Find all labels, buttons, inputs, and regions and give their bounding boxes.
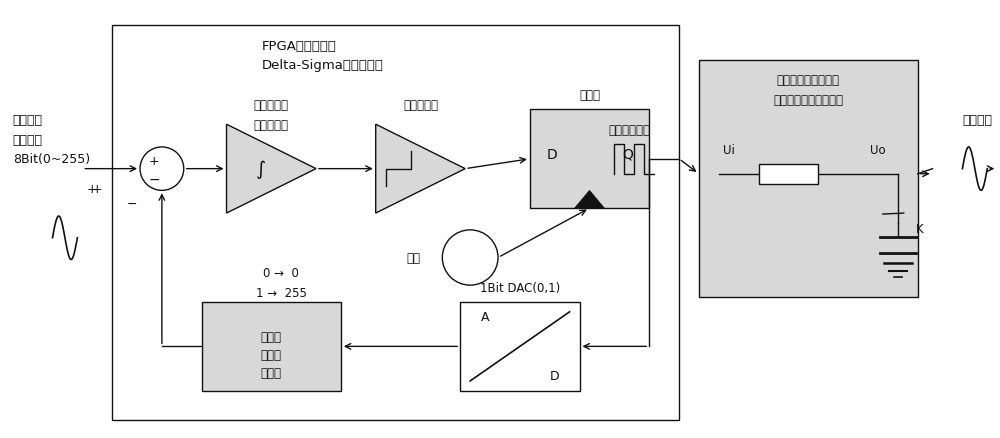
Text: 培训信号: 培训信号 <box>962 113 992 127</box>
Text: 0 →  0: 0 → 0 <box>263 266 299 279</box>
Text: +: + <box>149 155 159 168</box>
Text: A: A <box>481 311 489 324</box>
Text: 数字调制信号: 数字调制信号 <box>608 124 650 136</box>
Text: +: + <box>92 183 103 195</box>
Text: Ui: Ui <box>723 143 735 156</box>
Text: 模拟波形: 模拟波形 <box>13 113 43 127</box>
Text: （累加器）: （累加器） <box>254 118 289 131</box>
Circle shape <box>442 230 498 286</box>
Text: Q: Q <box>622 148 633 162</box>
Bar <box>460 302 580 391</box>
Text: 数字积分器: 数字积分器 <box>254 99 289 112</box>
Polygon shape <box>376 125 465 214</box>
Text: Delta-Sigma数字调制器: Delta-Sigma数字调制器 <box>261 59 383 72</box>
Text: 过零比较器: 过零比较器 <box>403 99 438 112</box>
Text: 8Bit(0~255): 8Bit(0~255) <box>13 153 90 166</box>
Text: 数字开关控制选通的: 数字开关控制选通的 <box>777 74 840 87</box>
Bar <box>112 26 679 420</box>
Bar <box>759 165 818 184</box>
Text: 辨率扩: 辨率扩 <box>261 348 282 361</box>
Text: 1 →  255: 1 → 255 <box>256 286 307 299</box>
Text: 锁存器: 锁存器 <box>579 89 600 102</box>
Text: K: K <box>916 223 923 236</box>
Text: 展映射: 展映射 <box>261 366 282 379</box>
Text: 一阶无源低通滤波电路: 一阶无源低通滤波电路 <box>773 94 843 107</box>
Text: D: D <box>546 148 557 162</box>
Text: D: D <box>550 370 560 383</box>
Text: 垂直分: 垂直分 <box>261 330 282 343</box>
Text: −: − <box>148 172 160 186</box>
Text: +: + <box>87 183 98 195</box>
Bar <box>699 61 918 297</box>
Bar <box>202 302 341 391</box>
Text: 时钟: 时钟 <box>406 251 420 265</box>
Bar <box>530 110 649 208</box>
Polygon shape <box>227 125 316 214</box>
Text: −: − <box>127 197 137 210</box>
Text: Uo: Uo <box>870 143 886 156</box>
Text: FPGA构建的一阶: FPGA构建的一阶 <box>261 39 336 53</box>
Polygon shape <box>575 191 604 208</box>
Text: ∫: ∫ <box>256 160 266 179</box>
Text: 1Bit DAC(0,1): 1Bit DAC(0,1) <box>480 281 560 294</box>
Text: 量化数据: 量化数据 <box>13 133 43 146</box>
